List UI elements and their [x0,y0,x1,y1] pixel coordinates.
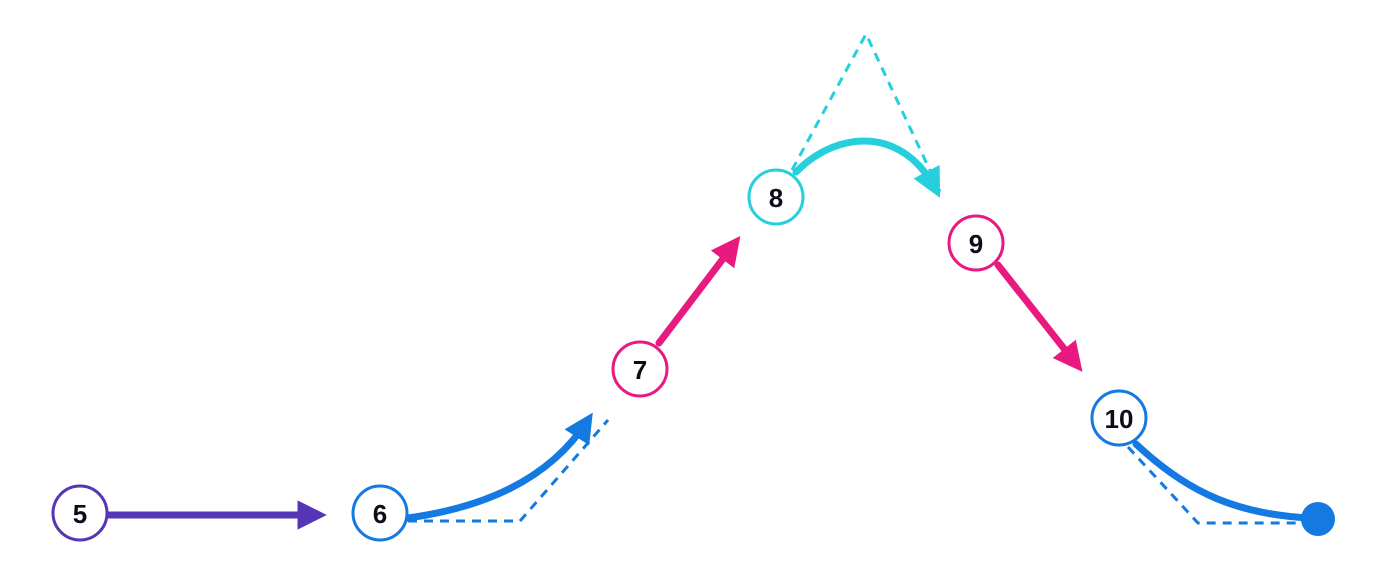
dashed-guide-6-7 [408,419,610,523]
node-10: 10 [1090,389,1148,447]
arrows [104,137,1312,530]
node-label: 9 [969,229,983,259]
end-dot [1301,502,1335,536]
node-label: 8 [769,183,783,213]
node-circle [747,168,805,226]
node-circle [947,214,1005,272]
path-10-to-end [1132,440,1312,522]
node-5: 5 [51,484,109,542]
arrow-9-to-10 [994,261,1083,372]
node-7: 7 [611,340,669,398]
node-circle [351,484,409,542]
arrow-8-to-9 [792,137,941,198]
node-8: 8 [747,168,805,226]
node-circle [51,484,109,542]
dashed-guide-10-end [1126,445,1318,525]
dashed-guides [408,30,1318,525]
node-label: 7 [633,355,647,385]
node-label: 6 [373,499,387,529]
node-label: 5 [73,499,87,529]
node-9: 9 [947,214,1005,272]
arrow-6-to-7 [404,412,593,522]
node-circle [611,340,669,398]
dashed-guide-8-9 [790,30,944,197]
node-6: 6 [351,484,409,542]
node-label: 10 [1105,404,1134,434]
node-circle [1090,389,1148,447]
arrow-7-to-8 [655,235,741,347]
